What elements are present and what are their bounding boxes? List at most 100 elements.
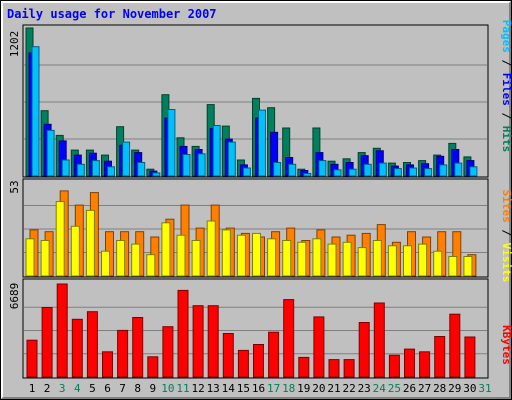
right-legend-kbytes: KBytes xyxy=(500,325,512,365)
legend-pages: Pages xyxy=(500,20,512,53)
x-tick-label-day-17: 17 xyxy=(267,382,280,395)
bar-pages-day-16 xyxy=(258,109,266,177)
legend-sep-3: / xyxy=(500,223,512,243)
x-tick-label-day-10: 10 xyxy=(161,382,174,395)
bar-kbytes-day-26 xyxy=(404,348,415,378)
x-tick-label-day-31: 31 xyxy=(478,382,491,395)
x-tick-label-day-12: 12 xyxy=(191,382,204,395)
x-tick-label-day-19: 19 xyxy=(297,382,310,395)
x-tick-label-day-1: 1 xyxy=(29,382,36,395)
bar-pages-day-13 xyxy=(212,125,221,177)
bar-kbytes-day-28 xyxy=(434,336,446,378)
bar-visits-day-24 xyxy=(372,240,382,277)
bar-visits-day-28 xyxy=(433,250,443,277)
bar-visits-day-26 xyxy=(403,245,412,277)
bar-kbytes-day-22 xyxy=(343,359,355,378)
ymax-label-kbytes: 6689 xyxy=(8,283,21,310)
bar-pages-day-11 xyxy=(182,154,191,177)
bar-visits-day-14 xyxy=(221,229,231,277)
x-tick-label-day-25: 25 xyxy=(388,382,401,395)
bar-visits-day-4 xyxy=(70,225,80,277)
bar-kbytes-day-19 xyxy=(298,356,310,378)
bar-pages-day-14 xyxy=(227,141,236,177)
x-tick-label-day-21: 21 xyxy=(327,382,340,395)
bar-visits-day-20 xyxy=(312,238,322,277)
bar-kbytes-day-1 xyxy=(26,339,38,378)
bar-pages-day-5 xyxy=(91,160,100,177)
bar-visits-day-30 xyxy=(463,256,473,277)
x-axis-labels: 1 2 3 4 5 6 7 8 9 10 11 12 13 14 15 16 17 18 19 20 21 22 23 24 2… xyxy=(29,382,492,395)
bar-visits-day-11 xyxy=(176,234,186,277)
ymax-label-hits: 1202 xyxy=(8,31,21,58)
bar-kbytes-day-3 xyxy=(56,283,68,378)
bar-pages-day-20 xyxy=(318,160,327,177)
bar-kbytes-day-12 xyxy=(192,305,204,378)
legend-sep-1: / xyxy=(500,53,512,73)
bar-kbytes-day-13 xyxy=(207,305,219,378)
bar-pages-day-17 xyxy=(273,162,282,177)
bar-kbytes-day-7 xyxy=(117,329,129,378)
bar-pages-day-18 xyxy=(288,163,297,177)
bar-visits-day-12 xyxy=(191,240,201,277)
x-tick-label-day-5: 5 xyxy=(89,382,96,395)
bar-kbytes-day-25 xyxy=(388,354,400,378)
bar-kbytes-day-21 xyxy=(328,359,340,378)
bar-kbytes-day-5 xyxy=(86,311,98,378)
bar-visits-day-1 xyxy=(25,238,35,277)
x-tick-label-day-3: 3 xyxy=(59,382,66,395)
bar-visits-day-27 xyxy=(418,243,428,277)
x-tick-label-day-16: 16 xyxy=(252,382,265,395)
x-tick-label-day-29: 29 xyxy=(448,382,461,395)
bar-visits-day-2 xyxy=(40,240,50,277)
bar-pages-day-23 xyxy=(363,163,372,177)
x-tick-label-day-4: 4 xyxy=(74,382,81,395)
legend-sep-2: / xyxy=(500,106,512,126)
bar-visits-day-7 xyxy=(116,240,126,277)
x-tick-label-day-9: 9 xyxy=(149,382,156,395)
bar-visits-day-6 xyxy=(101,250,110,277)
bar-pages-day-15 xyxy=(242,167,251,177)
right-legend-visits-sites: Sites / Visits xyxy=(500,190,512,283)
bar-visits-day-15 xyxy=(236,234,246,277)
legend-sites: Sites xyxy=(500,190,512,223)
bar-kbytes-day-27 xyxy=(419,351,431,378)
legend-visits: Visits xyxy=(500,243,512,283)
bar-visits-day-25 xyxy=(387,245,397,277)
ymax-label-visits: 53 xyxy=(8,180,21,193)
bar-pages-day-12 xyxy=(197,153,206,177)
bar-kbytes-day-11 xyxy=(177,289,189,378)
bar-kbytes-day-24 xyxy=(373,302,385,378)
x-tick-label-day-8: 8 xyxy=(134,382,141,395)
x-tick-label-day-30: 30 xyxy=(463,382,476,395)
bar-visits-day-17 xyxy=(267,238,277,277)
bar-visits-day-13 xyxy=(206,220,216,277)
bar-kbytes-day-4 xyxy=(71,318,83,378)
bar-kbytes-day-29 xyxy=(449,313,461,378)
bar-pages-day-30 xyxy=(469,166,478,177)
bar-pages-day-24 xyxy=(378,162,387,177)
bar-visits-day-3 xyxy=(55,201,65,277)
bar-visits-day-23 xyxy=(357,247,367,277)
x-tick-label-day-23: 23 xyxy=(358,382,371,395)
bar-visits-day-22 xyxy=(342,241,352,277)
bar-visits-day-19 xyxy=(297,241,307,277)
x-tick-label-day-14: 14 xyxy=(222,382,236,395)
bar-pages-day-4 xyxy=(76,163,85,177)
bar-visits-day-16 xyxy=(252,232,261,277)
bar-pages-day-6 xyxy=(107,166,115,177)
bar-pages-day-27 xyxy=(424,168,433,177)
bar-kbytes-day-14 xyxy=(222,333,234,378)
bar-kbytes-day-16 xyxy=(253,344,264,378)
x-tick-label-day-7: 7 xyxy=(119,382,126,395)
legend-files: Files xyxy=(500,73,512,106)
bar-kbytes-day-23 xyxy=(358,322,370,378)
bar-pages-day-10 xyxy=(167,109,176,177)
bar-visits-day-29 xyxy=(448,256,458,277)
x-tick-label-day-11: 11 xyxy=(176,382,189,395)
panel-visits-sites: 53 Sites / Visits xyxy=(8,178,512,283)
bar-pages-day-2 xyxy=(46,129,55,177)
bar-pages-day-3 xyxy=(61,159,70,177)
bar-visits-day-8 xyxy=(131,243,141,277)
